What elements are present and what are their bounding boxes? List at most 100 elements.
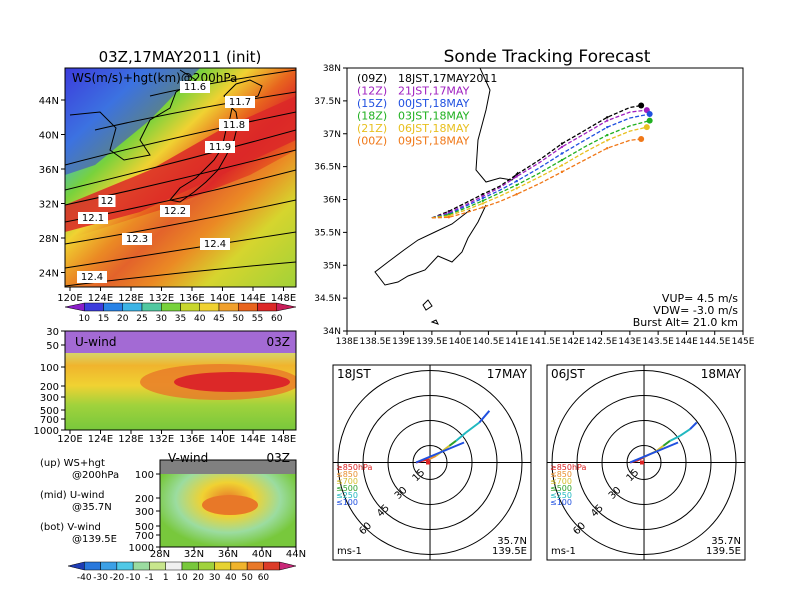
track-y-tick-label: 35.5N bbox=[314, 228, 341, 238]
ws-colorbar-tick: 40 bbox=[194, 314, 206, 324]
track-y-tick-label: 36N bbox=[323, 196, 341, 206]
track-point bbox=[560, 158, 564, 162]
track-lat-axis: 34N 34.5N 35N 35.5N 36N 36.5N 37N 37.5N 38N bbox=[314, 64, 347, 337]
v-colorbar-tick: 1 bbox=[163, 573, 169, 583]
v-core bbox=[202, 495, 258, 515]
legend-code: (15Z) bbox=[357, 97, 387, 110]
panel-notes: (up) WS+hgt@200hPa (mid) U-wind@35.7N (bot… bbox=[40, 458, 119, 545]
ws-lon-tick-label: 144E bbox=[240, 293, 265, 304]
legend-text: 21JST,17MAY bbox=[398, 85, 470, 98]
contour-label-box bbox=[122, 233, 152, 245]
hodo-level-label: ≤850 bbox=[336, 470, 358, 479]
contour-label: 12.1 bbox=[82, 213, 104, 224]
ws-colorbar-tick: 30 bbox=[156, 314, 168, 324]
ws-colorbar-swatch bbox=[180, 302, 200, 312]
v-colorbar-tick: -20 bbox=[110, 573, 125, 583]
hodo-level-label: ≥850hPa bbox=[336, 463, 373, 472]
u-upper-purple bbox=[65, 331, 296, 353]
v-colorbar-tick: 20 bbox=[193, 573, 205, 583]
hodo-time-label: 06JST bbox=[551, 367, 585, 381]
legend-text: 06JST,18MAY bbox=[398, 122, 470, 135]
ws-colorbar-swatch bbox=[122, 302, 143, 312]
u-lon-tick-label: 132E bbox=[149, 434, 174, 445]
hodo-level-label: ≤500 bbox=[336, 484, 358, 493]
ws-colorbar-tick: 25 bbox=[136, 314, 147, 324]
v-lat-tick-label: 36N bbox=[218, 549, 238, 560]
legend-text: 18JST,17MAY2011 bbox=[398, 72, 497, 85]
ws-contour-labels: 11.6 11.7 11.8 11.9 12 12.1 12.2 12.3 12.4 12.4 bbox=[77, 81, 255, 283]
ws-lon-tick-label: 120E bbox=[57, 293, 82, 304]
u-p-tick-label: 1000 bbox=[34, 426, 59, 437]
ws-map-panel: 03Z,17MAY2011 (init) bbox=[39, 48, 297, 324]
vup-text: VUP= 4.5 m/s bbox=[662, 292, 738, 305]
hodo-lat-label: 35.7N bbox=[711, 536, 741, 547]
ws-colorbar-swatch bbox=[238, 302, 258, 312]
hodo-date-label: 18MAY bbox=[701, 367, 742, 381]
u-lon-tick-label: 136E bbox=[179, 434, 204, 445]
hodo-segment bbox=[662, 440, 671, 447]
legend-code: (21Z) bbox=[357, 122, 387, 135]
v-wind-label: V-wind bbox=[168, 451, 208, 465]
hodo-level-label: ≤500 bbox=[550, 484, 572, 493]
track-coastline bbox=[374, 68, 519, 325]
hodo-level-label: ≤850 bbox=[550, 470, 572, 479]
v-colorbar-tick: 60 bbox=[258, 573, 270, 583]
track-point bbox=[481, 206, 484, 209]
v-colorbar-swatch bbox=[116, 561, 134, 571]
u-p-tick-label: 500 bbox=[40, 406, 59, 417]
track-x-tick-label: 141.5E bbox=[529, 337, 561, 347]
burst-text: Burst Alt= 21.0 km bbox=[633, 316, 738, 329]
ws-colorbar-tick: 50 bbox=[233, 314, 245, 324]
contour-label: 12 bbox=[101, 196, 114, 207]
v-colorbar-swatch bbox=[100, 561, 118, 571]
hodo-level-label: ≥850hPa bbox=[550, 463, 587, 472]
ws-lat-tick-label: 36N bbox=[39, 165, 59, 176]
ws-colorbar-tick: 35 bbox=[175, 314, 186, 324]
track-x-tick-label: 141E bbox=[505, 337, 528, 347]
track-point bbox=[515, 187, 518, 190]
track-point bbox=[560, 145, 564, 149]
track-lon-axis: 138E 138.5E 139E 139.5E 140E 140.5E 141E 141.5E… bbox=[336, 331, 755, 347]
track-x-tick-label: 139.5E bbox=[416, 337, 448, 347]
hodo-segment bbox=[679, 428, 691, 437]
hodo-plot-area bbox=[547, 365, 745, 560]
track-line bbox=[431, 113, 650, 219]
ws-lat-tick-label: 28N bbox=[39, 234, 59, 245]
track-point bbox=[447, 216, 451, 219]
v-p-tick-label: 200 bbox=[135, 494, 154, 505]
contour-label-box bbox=[160, 205, 190, 217]
track-y-tick-label: 36.5N bbox=[314, 163, 341, 173]
ws-colorbar-swatch bbox=[141, 302, 162, 312]
v-p-tick-label: 100 bbox=[135, 470, 154, 481]
hodo-lat-label: 35.7N bbox=[497, 536, 527, 547]
track-series bbox=[431, 102, 653, 219]
hodo-plot-area bbox=[333, 365, 531, 560]
hodo-surface-marker bbox=[640, 460, 645, 465]
v-lat-tick-label: 40N bbox=[252, 549, 272, 560]
hodo-level-label: ≤250 bbox=[336, 491, 358, 500]
track-point bbox=[481, 199, 484, 203]
ws-colorbar-swatch bbox=[161, 302, 181, 312]
v-colorbar-swatch bbox=[67, 561, 85, 571]
u-jet-core bbox=[174, 372, 290, 392]
v-colorbar-swatch bbox=[132, 561, 150, 571]
ws-lon-tick-label: 128E bbox=[118, 293, 143, 304]
track-point bbox=[515, 179, 518, 183]
contour-label-box bbox=[77, 271, 107, 283]
track-y-tick-label: 34N bbox=[323, 327, 341, 337]
ws-colorbar-swatch bbox=[257, 302, 277, 312]
track-x-tick-label: 143E bbox=[618, 337, 641, 347]
v-lat-tick-label: 44N bbox=[286, 549, 306, 560]
v-lat-tick-label: 32N bbox=[184, 549, 204, 560]
v-colorbar-swatch bbox=[198, 561, 215, 571]
track-x-tick-label: 143.5E bbox=[642, 337, 674, 347]
u-p-tick-label: 100 bbox=[40, 363, 59, 374]
ws-lon-tick-label: 132E bbox=[149, 293, 174, 304]
ws-colorbar-tick: 15 bbox=[98, 314, 109, 324]
legend-code: (00Z) bbox=[357, 135, 387, 148]
track-point bbox=[606, 147, 609, 150]
